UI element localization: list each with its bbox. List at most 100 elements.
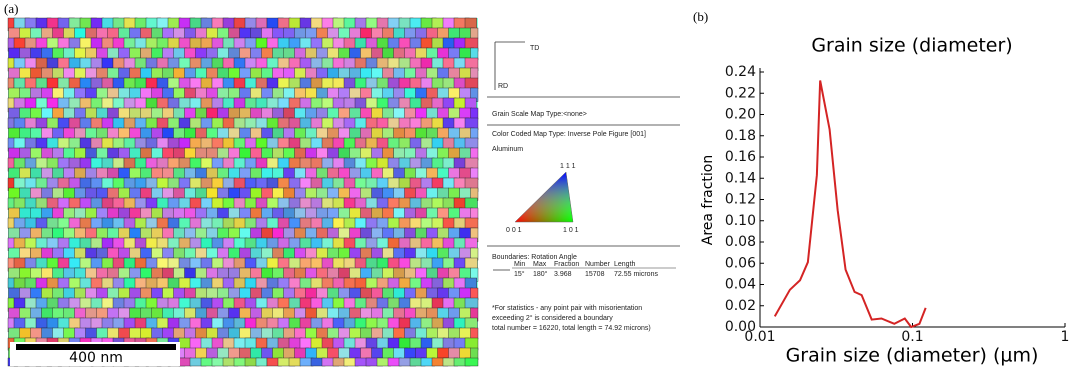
grain <box>134 77 148 90</box>
grain <box>305 307 317 320</box>
grain <box>244 177 257 190</box>
grain <box>332 177 346 190</box>
grain <box>459 187 472 199</box>
grain <box>277 77 291 89</box>
grain <box>464 197 478 209</box>
grain <box>129 327 142 339</box>
grain <box>211 97 225 110</box>
grain <box>250 187 263 199</box>
grain <box>41 127 54 139</box>
grain <box>310 137 323 149</box>
grain <box>19 247 31 259</box>
grain <box>255 117 268 130</box>
legend-note: exceeding 2° is considered a boundary <box>492 314 613 322</box>
grain <box>134 57 147 70</box>
grain <box>266 217 279 229</box>
y-axis-label: Area fraction <box>700 155 716 245</box>
grain <box>266 57 280 69</box>
legend-text: Boundaries: Rotation Angle <box>492 254 577 261</box>
legend-table-cell: 72.55 microns <box>614 271 658 278</box>
grain <box>63 147 77 160</box>
grain <box>85 27 98 40</box>
grain <box>420 77 434 90</box>
grain <box>68 297 81 309</box>
grain <box>228 207 241 220</box>
x-tick-label: 0.1 <box>901 329 923 345</box>
legend-note: total number = 16220, total length = 74.… <box>492 325 651 332</box>
grain <box>178 357 192 367</box>
grain <box>250 287 263 300</box>
grain <box>327 187 340 200</box>
grain <box>211 137 224 149</box>
grain <box>233 317 246 329</box>
grain <box>41 167 53 179</box>
grain <box>52 327 65 339</box>
legend-table-header: Length <box>614 261 636 268</box>
grain <box>211 57 225 69</box>
legend-table-header: Min <box>514 261 525 268</box>
legend-table-cell: 180° <box>533 270 548 278</box>
grain <box>338 287 351 300</box>
grain <box>442 137 455 150</box>
grain <box>448 27 461 39</box>
grain <box>305 207 317 220</box>
grain <box>244 57 257 69</box>
grain <box>63 247 76 259</box>
x-tick-label: 1 <box>1061 329 1070 345</box>
grain <box>239 307 253 319</box>
grain <box>464 357 479 367</box>
legend-text: 1 1 1 <box>560 163 576 170</box>
legend-table-cell: 3.968 <box>554 271 572 278</box>
y-tick-label: 0.08 <box>725 234 756 250</box>
grain <box>464 317 478 329</box>
grain <box>470 327 479 340</box>
grain <box>162 287 175 299</box>
grain <box>118 87 132 99</box>
grain <box>415 147 429 160</box>
grain <box>464 77 479 89</box>
x-axis-label: Grain size (diameter) (µm) <box>786 345 1039 367</box>
grain <box>338 147 351 159</box>
legend-text: TD <box>530 45 539 52</box>
grain <box>365 317 379 329</box>
grain <box>459 347 472 360</box>
grain <box>90 117 104 129</box>
grain <box>101 57 114 70</box>
grain <box>277 17 291 30</box>
legend-panel <box>487 41 680 271</box>
grain <box>459 107 472 119</box>
grain <box>74 227 86 240</box>
grain <box>332 217 345 230</box>
grain <box>35 317 49 330</box>
grain <box>382 27 395 40</box>
grain <box>464 17 477 29</box>
grain <box>283 27 296 39</box>
panel-label: (a) <box>4 1 18 16</box>
grain <box>470 27 479 39</box>
grain <box>217 147 230 159</box>
y-tick-label: 0.24 <box>725 64 756 80</box>
grain <box>393 167 406 179</box>
legend-text: 0 0 1 <box>506 227 522 234</box>
grain <box>24 17 38 30</box>
grain <box>453 37 467 49</box>
grain <box>448 187 460 199</box>
grain <box>244 297 258 309</box>
grain <box>107 327 120 339</box>
grain <box>470 67 479 79</box>
legend-table-cell: 15708 <box>585 271 605 278</box>
grain <box>371 27 385 39</box>
grain <box>200 117 214 129</box>
grain <box>211 37 224 50</box>
grain <box>217 267 229 280</box>
y-tick-label: 0.12 <box>725 192 756 208</box>
grain <box>30 187 43 199</box>
grain <box>321 57 335 70</box>
grain <box>222 177 236 189</box>
grain <box>387 177 401 190</box>
grain <box>288 357 301 367</box>
grain <box>299 317 313 329</box>
grain <box>184 107 197 119</box>
grain <box>464 297 479 309</box>
ebsd-map <box>7 17 479 367</box>
